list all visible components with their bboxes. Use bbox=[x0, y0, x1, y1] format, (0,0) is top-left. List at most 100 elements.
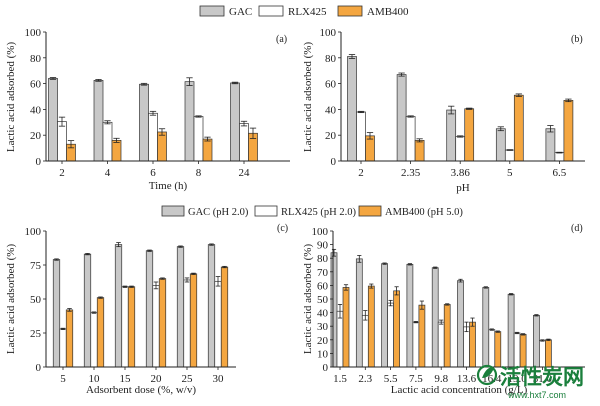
watermark-text: 活性炭网 bbox=[500, 365, 584, 389]
bar bbox=[412, 321, 420, 368]
bar bbox=[396, 74, 407, 162]
legend-label-gac: GAC bbox=[229, 6, 252, 18]
bar bbox=[437, 321, 445, 368]
legend-top: GAC RLX425 AMB400 bbox=[199, 5, 409, 18]
bar bbox=[469, 321, 476, 368]
x-axis-label: pH bbox=[456, 182, 470, 194]
bar bbox=[90, 312, 98, 368]
bar bbox=[418, 304, 426, 368]
panel-b: 2 2.35 3.86 5 6.5 0 20 40 60 80 100 Lactic acid ads… bbox=[302, 27, 585, 194]
x-tick-label: 2 bbox=[59, 167, 65, 179]
bar bbox=[239, 123, 249, 162]
x-tick-label: 6.5 bbox=[553, 167, 567, 179]
legend-label-gac-ph2: GAC (pH 2.0) bbox=[188, 207, 249, 218]
legend-swatch-gac-ph2 bbox=[161, 205, 185, 217]
watermark-leaf-icon bbox=[482, 367, 494, 378]
bar bbox=[342, 287, 350, 368]
y-tick-label: 0 bbox=[36, 362, 42, 374]
bar bbox=[114, 244, 123, 368]
bar bbox=[482, 287, 490, 368]
y-tick-label: 100 bbox=[25, 27, 42, 39]
bar bbox=[365, 135, 375, 162]
legend-swatch-amb400-ph5 bbox=[358, 205, 382, 217]
y-tick-label: 100 bbox=[320, 27, 337, 39]
watermark-logo-icon bbox=[476, 364, 498, 386]
bar bbox=[193, 116, 204, 162]
y-axis-label: Lactic acid adsorbed (%) bbox=[5, 244, 17, 355]
x-tick-label: 6 bbox=[150, 167, 156, 179]
x-tick-label: 31.0 bbox=[533, 373, 553, 385]
y-axis-label: Lactic acid adsorbed (%) bbox=[5, 42, 17, 153]
x-tick-label: 2.3 bbox=[358, 373, 372, 385]
x-tick-label: 2 bbox=[358, 167, 364, 179]
bar bbox=[220, 266, 229, 368]
y-tick-label: 70 bbox=[317, 267, 329, 279]
y-tick-label: 40 bbox=[30, 104, 42, 116]
y-tick-label: 0 bbox=[323, 362, 329, 374]
legend-label-amb400: AMB400 bbox=[367, 6, 409, 18]
bar bbox=[545, 339, 552, 368]
y-tick-label: 40 bbox=[325, 104, 337, 116]
bar bbox=[102, 121, 113, 162]
x-tick-label: 13.6 bbox=[457, 373, 477, 385]
bar bbox=[367, 285, 375, 368]
legend-swatch-rlx425-ph2 bbox=[254, 205, 278, 217]
bar bbox=[446, 109, 457, 162]
y-tick-label: 80 bbox=[325, 53, 337, 65]
y-tick-label: 20 bbox=[317, 335, 329, 347]
bar bbox=[431, 267, 439, 368]
bar bbox=[463, 326, 470, 368]
y-tick-label: 25 bbox=[30, 328, 42, 340]
y-axis-label: Lactic acid adsorbed (%) bbox=[302, 42, 314, 153]
y-tick-label: 75 bbox=[30, 260, 42, 272]
y-tick-label: 20 bbox=[30, 130, 42, 142]
panel-tag: (c) bbox=[277, 223, 288, 234]
bar bbox=[230, 82, 240, 162]
x-tick-label: 15 bbox=[120, 373, 132, 385]
x-tick-label: 10 bbox=[89, 373, 101, 385]
bar bbox=[464, 108, 475, 162]
bar bbox=[355, 258, 363, 368]
bar bbox=[361, 314, 369, 368]
y-tick-label: 40 bbox=[317, 308, 329, 320]
legend-label-amb400-ph5: AMB400 (pH 5.0) bbox=[385, 207, 463, 218]
bar bbox=[152, 285, 160, 368]
y-tick-label: 100 bbox=[25, 226, 42, 238]
bar bbox=[183, 279, 191, 368]
legend-swatch-gac bbox=[199, 5, 225, 17]
panel-tag: (d) bbox=[571, 223, 583, 234]
bar bbox=[545, 128, 556, 162]
bar bbox=[504, 149, 515, 162]
bar bbox=[214, 280, 222, 368]
y-tick-label: 100 bbox=[312, 226, 329, 238]
bar bbox=[176, 246, 185, 368]
legend-label-rlx425: RLX425 bbox=[288, 6, 327, 18]
legend-label-rlx425-ph2: RLX425 (pH 2.0) bbox=[281, 207, 356, 218]
bar bbox=[347, 56, 357, 162]
bar bbox=[93, 80, 104, 162]
x-tick-label: 24 bbox=[239, 167, 251, 179]
bar bbox=[83, 253, 92, 368]
bar bbox=[406, 263, 414, 368]
x-tick-label: 5.5 bbox=[384, 373, 398, 385]
bar bbox=[96, 297, 105, 368]
panel-c: 5 10 15 20 25 30 0 25 50 75 100 Lactic acid adsorbe… bbox=[5, 223, 288, 396]
x-axis-label: Adsorbent dose (%, w/v) bbox=[86, 384, 196, 396]
bar bbox=[59, 328, 67, 368]
bar bbox=[330, 252, 338, 368]
bar bbox=[381, 263, 388, 368]
x-tick-label: 5 bbox=[507, 167, 513, 179]
bar bbox=[189, 273, 198, 368]
bar bbox=[554, 152, 565, 162]
y-tick-label: 30 bbox=[317, 321, 329, 333]
bar bbox=[488, 329, 496, 368]
bar bbox=[495, 128, 506, 162]
bar bbox=[455, 136, 466, 162]
bar bbox=[157, 131, 167, 162]
bar bbox=[207, 244, 216, 368]
x-tick-label: 5 bbox=[60, 373, 66, 385]
y-tick-label: 80 bbox=[30, 53, 42, 65]
y-tick-label: 50 bbox=[317, 294, 329, 306]
bar bbox=[513, 332, 521, 368]
x-tick-label: 9.8 bbox=[434, 373, 448, 385]
